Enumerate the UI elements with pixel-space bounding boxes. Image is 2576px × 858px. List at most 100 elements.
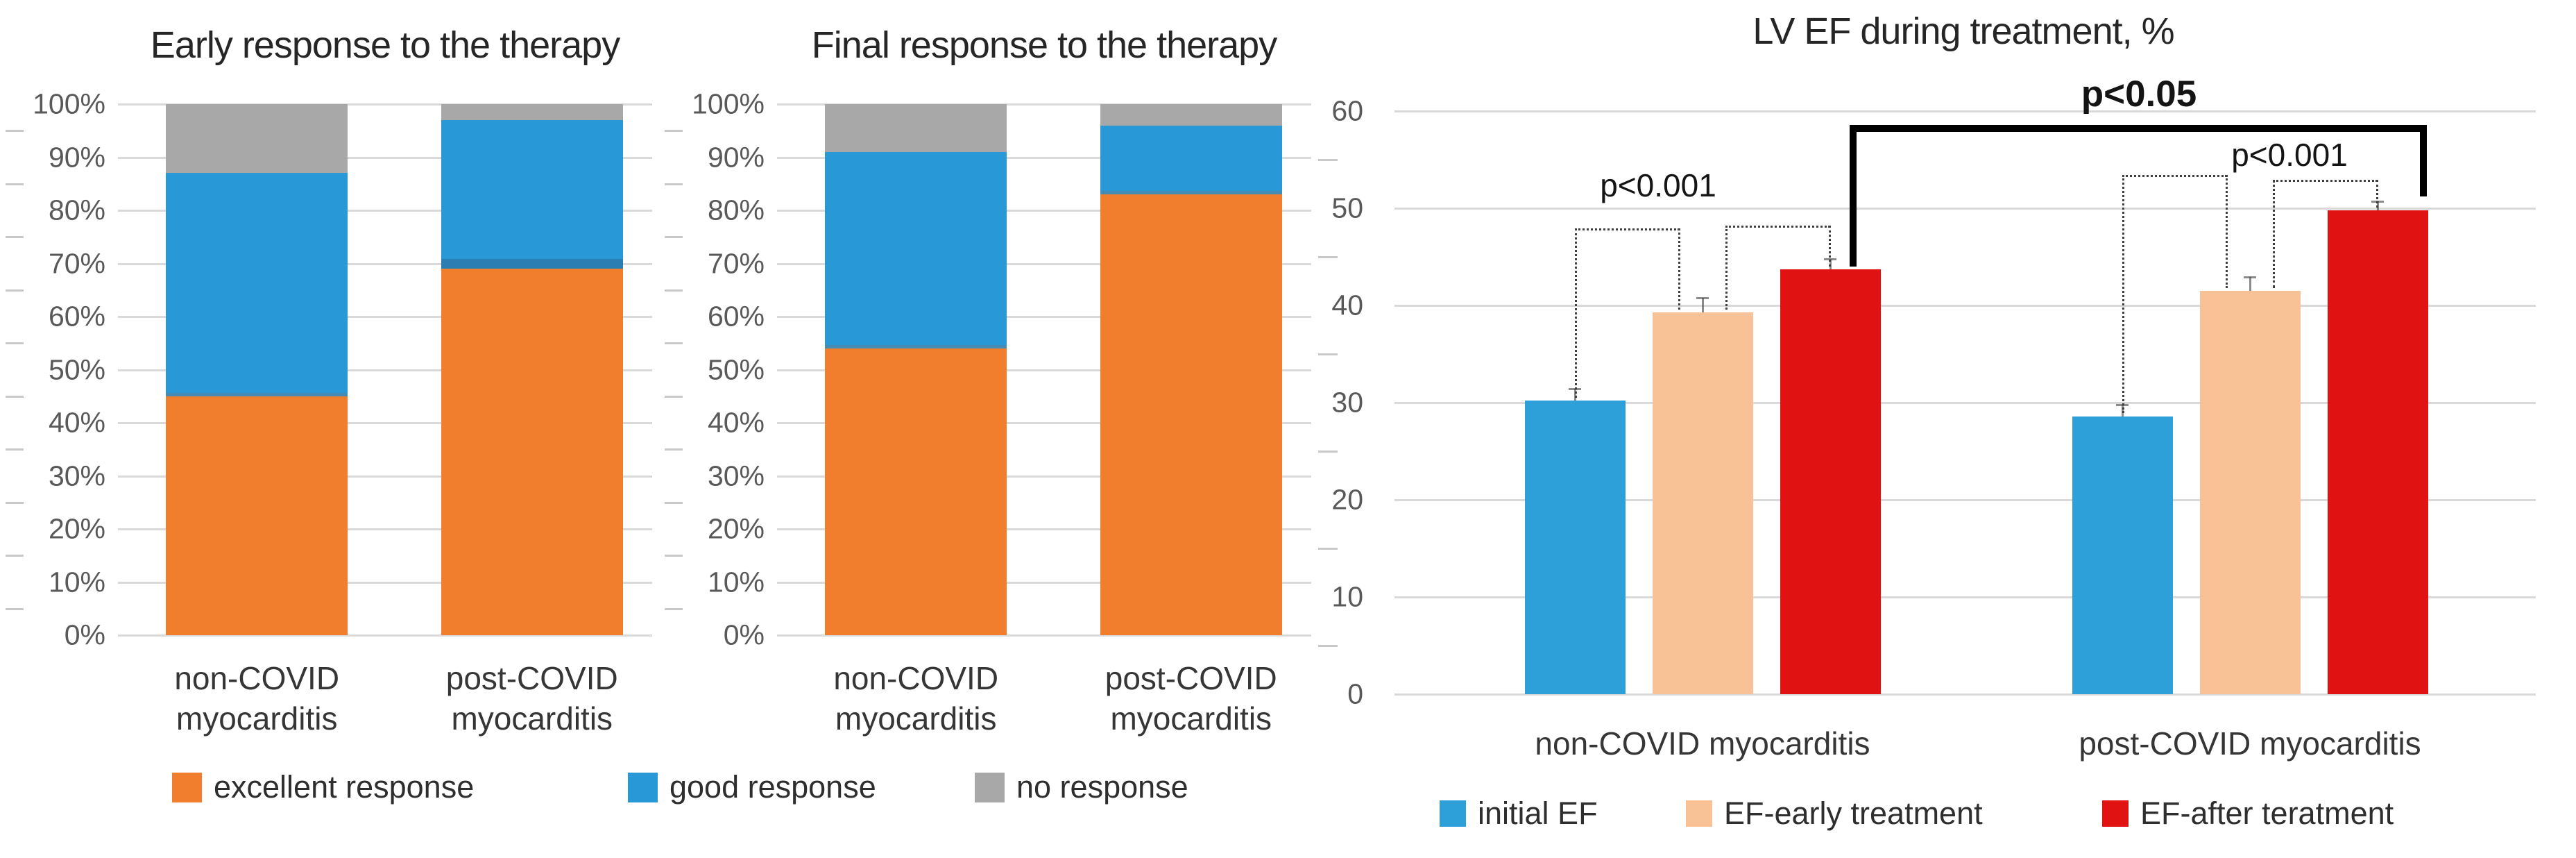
category-label-line: non-COVID <box>174 660 340 696</box>
y-axis-minor-tick <box>665 555 683 557</box>
y-axis-minor-tick <box>6 555 24 557</box>
bar-segment-excellent-response <box>1100 194 1282 635</box>
y-axis-label-100pct: 100% <box>692 87 765 120</box>
excellent-response-swatch-icon <box>172 772 202 802</box>
grouped-bar-initial-EF <box>1524 401 1626 694</box>
significance-bracket-leg <box>2226 175 2228 288</box>
y-axis-minor-tick <box>6 342 24 345</box>
y-axis-minor-tick <box>6 448 24 451</box>
segment-seam <box>441 259 623 269</box>
y-axis-label-10: 10 <box>1331 580 1363 613</box>
gridline-10pct <box>777 581 1311 584</box>
category-label-line: post-COVID <box>1104 660 1277 696</box>
significance-bracket-line <box>1575 228 1680 231</box>
significance-bracket-leg <box>1725 226 1728 310</box>
y-axis-label-40pct: 40% <box>48 406 105 439</box>
legend-label-ef-early: EF-early treatment <box>1724 796 1983 831</box>
significance-bracket-line <box>2273 180 2378 183</box>
y-axis-minor-tick <box>6 289 24 292</box>
gridline-50pct <box>118 369 652 371</box>
y-axis-label-30: 30 <box>1331 386 1363 419</box>
significance-bracket-leg <box>1678 228 1680 310</box>
y-axis-label-60pct: 60% <box>48 300 105 333</box>
legend-label-good-response: good response <box>669 769 876 805</box>
category-label-line: myocarditis <box>451 700 613 737</box>
segment-seam <box>1100 191 1282 195</box>
legend-item-initial-ef: initial EF <box>1440 796 1598 832</box>
y-axis-minor-tick <box>665 183 683 185</box>
legend-label-ef-after: EF-after teratment <box>2140 796 2394 831</box>
p-value-label: p<0.001 <box>1600 167 1716 203</box>
y-axis-label-70pct: 70% <box>48 247 105 279</box>
stacked-bar-post-COVID <box>1100 104 1282 635</box>
gridline-20 <box>1394 499 2536 501</box>
y-axis-minor-tick <box>665 395 683 398</box>
category-label-non-COVID: non-COVID myocarditis <box>90 658 423 739</box>
category-label-line: myocarditis <box>835 700 997 737</box>
no-response-swatch-icon <box>975 772 1005 802</box>
p-value-label: p<0.05 <box>2081 74 2197 115</box>
y-axis-label-0pct: 0% <box>723 619 765 651</box>
gridline-30pct <box>118 475 652 478</box>
chart-title-final: Final response to the therapy <box>811 24 1277 66</box>
legend-item-good-response: good response <box>628 769 876 805</box>
y-axis-label-10pct: 10% <box>707 566 765 598</box>
p-value-label: p<0.001 <box>2231 137 2348 174</box>
ef-early-swatch-icon <box>1686 800 1712 827</box>
error-bar <box>2249 277 2251 291</box>
grouped-bar-EF-early-treatment <box>1652 312 1753 694</box>
error-bar-cap <box>1696 296 1709 299</box>
y-axis-label-20pct: 20% <box>707 512 765 545</box>
good-response-swatch-icon <box>628 772 658 802</box>
gridline-60pct <box>777 316 1311 318</box>
gridline-30 <box>1394 402 2536 404</box>
y-axis-minor-tick <box>6 183 24 185</box>
significance-bracket-leg <box>2122 175 2124 414</box>
y-axis-label-10pct: 10% <box>48 566 105 598</box>
gridline-60pct <box>118 316 652 318</box>
legend-item-no-response: no response <box>975 769 1188 805</box>
y-axis-label-80pct: 80% <box>48 194 105 226</box>
y-axis-minor-tick <box>665 448 683 451</box>
bar-segment-no-response <box>1100 104 1282 126</box>
y-axis-minor-tick <box>665 289 683 292</box>
gridline-0 <box>1394 693 2536 696</box>
y-axis-label-80pct: 80% <box>707 194 765 226</box>
bar-segment-good-response <box>441 119 623 269</box>
y-axis-label-20pct: 20% <box>48 512 105 545</box>
legend-item-ef-early: EF-early treatment <box>1686 796 1983 832</box>
y-axis-label-0: 0 <box>1347 678 1363 710</box>
significance-bracket-leg-bold <box>1850 124 1857 267</box>
y-axis-minor-tick <box>665 130 683 133</box>
bar-segment-good-response <box>1100 125 1282 195</box>
gridline-50pct <box>777 369 1311 371</box>
chart-title-lv-ef: LV EF during treatment, % <box>1752 10 2174 52</box>
bar-segment-no-response <box>825 104 1007 152</box>
legend-label-no-response: no response <box>1016 769 1188 805</box>
y-axis-label-50: 50 <box>1331 192 1363 224</box>
y-axis-minor-tick <box>1318 645 1338 647</box>
y-axis-minor-tick <box>665 607 683 610</box>
chart-title-early: Early response to the therapy <box>150 24 620 66</box>
y-axis-minor-tick <box>1318 256 1338 258</box>
error-bar-cap <box>2244 276 2256 279</box>
segment-seam <box>825 344 1007 348</box>
y-axis-label-30pct: 30% <box>48 460 105 491</box>
bar-segment-good-response <box>825 151 1007 348</box>
y-axis-minor-tick <box>6 501 24 504</box>
y-axis-label-90pct: 90% <box>48 141 105 173</box>
y-axis-label-20: 20 <box>1331 483 1363 516</box>
significance-bracket-leg <box>1575 228 1577 398</box>
y-axis-label-60: 60 <box>1331 94 1363 127</box>
y-axis-label-40pct: 40% <box>707 406 765 439</box>
grouped-bar-EF-after-teratment <box>2327 210 2428 694</box>
stacked-bar-non-COVID <box>825 104 1007 635</box>
significance-bracket-leg <box>1829 226 1831 267</box>
y-axis-minor-tick <box>6 395 24 398</box>
gridline-40pct <box>777 422 1311 424</box>
gridline-70pct <box>118 262 652 265</box>
significance-bracket-leg <box>2273 180 2275 288</box>
y-axis-label-60pct: 60% <box>707 300 765 333</box>
